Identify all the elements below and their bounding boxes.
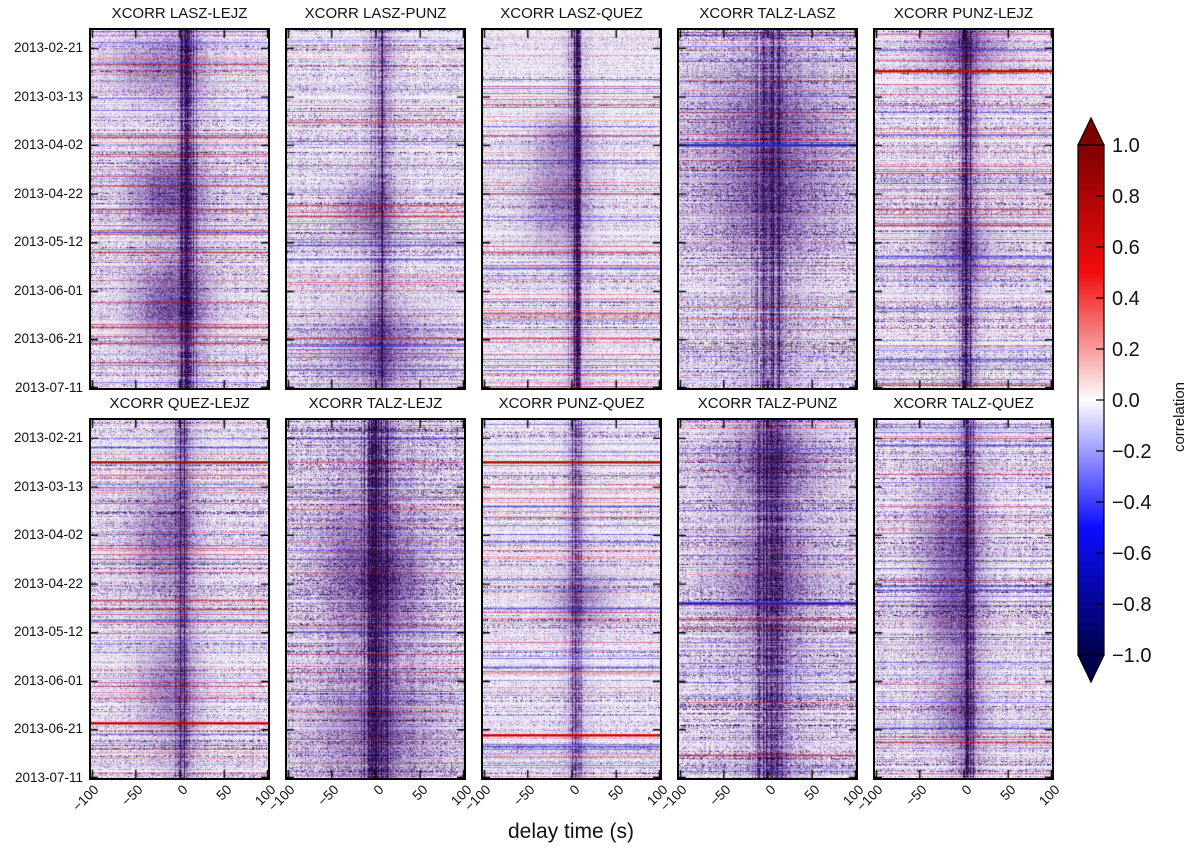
y-tick-label: 2013-04-02 <box>13 136 83 152</box>
y-tick-label: 2013-03-13 <box>13 478 83 494</box>
xcorr-panel-xcorr-lasz-quez <box>481 28 662 390</box>
heatmap-canvas-xcorr-talz-quez <box>875 420 1052 778</box>
xcorr-panel-xcorr-lasz-punz <box>285 28 466 390</box>
colorbar-extend-min <box>1077 654 1105 684</box>
y-tick-label: 2013-07-11 <box>14 379 83 395</box>
colorbar-tick-label: −0.6 <box>1112 543 1151 565</box>
panel-title-xcorr-talz-quez: XCORR TALZ-QUEZ <box>893 395 1034 412</box>
panel-title-xcorr-punz-lejz: XCORR PUNZ-LEJZ <box>893 5 1034 22</box>
y-tick-label: 2013-02-21 <box>13 429 83 445</box>
xcorr-panel-xcorr-punz-lejz <box>873 28 1054 390</box>
panel-title-xcorr-lasz-quez: XCORR LASZ-QUEZ <box>500 5 643 22</box>
y-tick-label: 2013-03-13 <box>13 88 83 104</box>
y-tick-label: 2013-06-01 <box>13 672 83 688</box>
colorbar-label: correlation <box>1171 381 1188 453</box>
xcorr-panel-xcorr-talz-punz <box>677 418 858 780</box>
xcorr-panel-xcorr-punz-quez <box>481 418 662 780</box>
heatmap-canvas-xcorr-punz-lejz <box>875 30 1052 388</box>
colorbar-ticks: 1.0 0.8 0.6 0.4 0.2 0.0 −0.2 −0.4 −0.6 −0.8 −1.0 <box>1096 135 1151 667</box>
panel-title-xcorr-lasz-punz: XCORR LASZ-PUNZ <box>304 5 447 22</box>
colorbar-tick-label: −1.0 <box>1112 645 1151 667</box>
heatmap-canvas-xcorr-lasz-lejz <box>91 30 268 388</box>
y-tick-label: 2013-06-01 <box>13 282 83 298</box>
colorbar: 1.0 0.8 0.6 0.4 0.2 0.0 −0.2 −0.4 −0.6 −0.8 −1.0 <box>1077 116 1151 684</box>
panel-title-xcorr-talz-punz: XCORR TALZ-PUNZ <box>697 395 838 412</box>
panel-title-xcorr-lasz-lejz: XCORR LASZ-LEJZ <box>111 5 248 22</box>
colorbar-tick-label: 0.4 <box>1112 288 1140 310</box>
colorbar-tick-label: −0.4 <box>1112 492 1151 514</box>
xcorr-panel-xcorr-talz-lejz <box>285 418 466 780</box>
panel-title-xcorr-talz-lasz: XCORR TALZ-LASZ <box>699 5 836 22</box>
xcorr-panel-xcorr-talz-quez <box>873 418 1054 780</box>
heatmap-canvas-xcorr-talz-punz <box>679 420 856 778</box>
colorbar-tick-label: 0.8 <box>1112 186 1140 208</box>
x-axis-label: delay time (s) <box>507 820 635 843</box>
panel-title-xcorr-talz-lejz: XCORR TALZ-LEJZ <box>308 395 443 412</box>
colorbar-tick-label: 0.0 <box>1112 390 1140 412</box>
y-tick-label: 2013-02-21 <box>13 39 83 55</box>
colorbar-tick-label: 1.0 <box>1112 135 1140 157</box>
heatmap-canvas-xcorr-punz-quez <box>483 420 660 778</box>
colorbar-tick-label: 0.6 <box>1112 237 1140 259</box>
colorbar-tick-label: −0.2 <box>1112 441 1151 463</box>
y-tick-label: 2013-07-11 <box>14 769 83 785</box>
y-tick-label: 2013-05-12 <box>13 234 83 250</box>
heatmap-canvas-xcorr-talz-lejz <box>287 420 464 778</box>
y-tick-label: 2013-06-21 <box>13 721 83 737</box>
y-tick-label: 2013-04-02 <box>13 526 83 542</box>
y-tick-label: 2013-04-22 <box>13 575 83 591</box>
heatmap-canvas-xcorr-lasz-punz <box>287 30 464 388</box>
y-tick-label: 2013-05-12 <box>13 624 83 640</box>
colorbar-extend-max <box>1077 116 1105 146</box>
panel-title-xcorr-punz-quez: XCORR PUNZ-QUEZ <box>498 395 645 412</box>
panel-title-xcorr-quez-lejz: XCORR QUEZ-LEJZ <box>109 395 250 412</box>
y-tick-label: 2013-06-21 <box>13 331 83 347</box>
heatmap-canvas-xcorr-quez-lejz <box>91 420 268 778</box>
xcorr-panel-xcorr-lasz-lejz <box>89 28 270 390</box>
heatmap-canvas-xcorr-talz-lasz <box>679 30 856 388</box>
heatmap-canvas-xcorr-lasz-quez <box>483 30 660 388</box>
y-tick-label: 2013-04-22 <box>13 185 83 201</box>
xcorr-panel-xcorr-talz-lasz <box>677 28 858 390</box>
xcorr-panel-xcorr-quez-lejz <box>89 418 270 780</box>
colorbar-tick-label: −0.8 <box>1112 594 1151 616</box>
colorbar-tick-label: 0.2 <box>1112 339 1140 361</box>
